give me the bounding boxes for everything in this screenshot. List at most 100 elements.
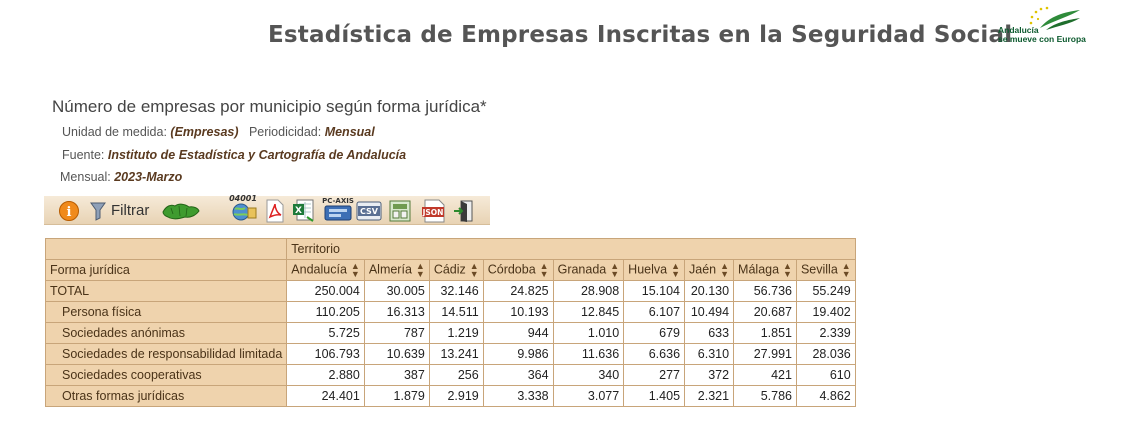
table-row: Sociedades anónimas 5.725 787 1.219 944 1.010…	[44, 322, 856, 344]
table-cell: 340	[552, 364, 625, 386]
table-cell: 9.986	[482, 343, 554, 365]
table-cell: 2.919	[428, 385, 484, 407]
logo-text-line2: se mueve con Europa	[998, 34, 1086, 44]
table-cell: 56.736	[733, 280, 797, 302]
table-cell: 14.511	[428, 301, 484, 323]
corner-cell	[44, 238, 288, 260]
sort-icon[interactable]: ▲ ▼	[415, 261, 425, 279]
column-header[interactable]: Sevilla ▲ ▼	[795, 259, 856, 281]
filter-label: Filtrar	[111, 202, 150, 219]
table-cell: 1.851	[733, 322, 797, 344]
sort-icon[interactable]: ▲ ▼	[783, 261, 792, 279]
source-label: Fuente:	[62, 148, 105, 162]
sort-icon[interactable]: ▲ ▼	[720, 261, 730, 279]
row-label: TOTAL	[44, 280, 288, 302]
table-cell: 277	[623, 364, 686, 386]
filter-icon	[90, 202, 106, 221]
column-header[interactable]: Málaga ▲ ▼	[733, 259, 797, 281]
table-cell: 5.786	[733, 385, 797, 407]
sort-icon[interactable]: ▲ ▼	[539, 261, 549, 279]
pdf-icon[interactable]	[264, 199, 286, 222]
toolbar: i Filtrar 04001 X PC-AXIS CSV JSON	[44, 194, 490, 225]
table-cell: 610	[795, 364, 856, 386]
table-cell: 24.401	[286, 385, 365, 407]
sort-icon[interactable]: ▲ ▼	[841, 261, 851, 279]
table-cell: 11.636	[552, 343, 625, 365]
table-cell: 10.639	[363, 343, 430, 365]
table-cell: 421	[733, 364, 797, 386]
table-cell: 30.005	[363, 280, 430, 302]
table-row: Otras formas jurídicas 24.401 1.879 2.919 3.…	[44, 385, 856, 407]
column-header[interactable]: Cádiz ▲ ▼	[428, 259, 484, 281]
table-row: Sociedades de responsabilidad limitada 10…	[44, 343, 856, 365]
table-cell: 110.205	[286, 301, 365, 323]
export-icon[interactable]	[388, 199, 412, 222]
andalucia-europa-logo: Andalucía se mueve con Europa	[996, 6, 1086, 48]
sort-icon[interactable]: ▲ ▼	[610, 261, 620, 279]
sort-icon[interactable]: ▲ ▼	[671, 261, 681, 279]
table-cell: 1.010	[552, 322, 625, 344]
filter-button[interactable]: Filtrar	[89, 199, 149, 222]
table-cell: 24.825	[482, 280, 554, 302]
table-cell: 3.077	[552, 385, 625, 407]
label-04001: 04001	[229, 194, 257, 203]
column-header-label: Huelva	[628, 262, 668, 277]
excel-icon[interactable]: X	[292, 199, 316, 222]
query-title: Número de empresas por municipio según f…	[52, 97, 487, 116]
row-label: Sociedades anónimas	[44, 322, 288, 344]
column-header[interactable]: Huelva ▲ ▼	[623, 259, 686, 281]
table-cell: 6.636	[623, 343, 686, 365]
column-header-label: Córdoba	[487, 262, 536, 277]
page-title: Estadística de Empresas Inscritas en la …	[268, 22, 1013, 48]
table-cell: 387	[363, 364, 430, 386]
period-label: Mensual:	[60, 170, 111, 184]
column-header-label: Andalucía	[291, 262, 347, 277]
sort-icon[interactable]: ▲ ▼	[350, 261, 360, 279]
svg-text:i: i	[67, 205, 72, 220]
table-cell: 3.338	[482, 385, 554, 407]
table-cell: 1.879	[363, 385, 430, 407]
row-label: Otras formas jurídicas	[44, 385, 288, 407]
sort-icon[interactable]: ▲ ▼	[469, 261, 479, 279]
table-cell: 633	[684, 322, 735, 344]
unit-value: (Empresas)	[170, 125, 239, 139]
table-cell: 1.405	[623, 385, 686, 407]
label-csv: CSV	[360, 207, 379, 216]
europe-stars-icon	[1029, 6, 1080, 30]
table-cell: 32.146	[428, 280, 484, 302]
table-cell: 12.845	[552, 301, 625, 323]
table-row: TOTAL 250.004 30.005 32.146 24.825 28.908 15.1…	[44, 280, 856, 302]
table-cell: 15.104	[623, 280, 686, 302]
column-header[interactable]: Andalucía ▲ ▼	[286, 259, 365, 281]
table-cell: 372	[684, 364, 735, 386]
pc-axis-icon[interactable]: PC-AXIS	[321, 197, 355, 220]
data-table: Territorio Forma jurídica Andalucía ▲ ▼ Alm…	[44, 238, 856, 407]
table-row: Sociedades cooperativas 2.880 387 256 364 340…	[44, 364, 856, 386]
csv-icon[interactable]: CSV	[355, 199, 383, 222]
json-icon[interactable]: JSON	[420, 199, 448, 222]
label-pc-axis: PC-AXIS	[322, 197, 354, 205]
unit-label: Unidad de medida:	[62, 125, 167, 139]
column-header[interactable]: Almería ▲ ▼	[363, 259, 430, 281]
info-icon[interactable]: i	[58, 199, 80, 222]
table-cell: 6.310	[684, 343, 735, 365]
table-cell: 679	[623, 322, 686, 344]
periodicity-label: Periodicidad:	[248, 125, 322, 139]
table-row: Persona física 110.205 16.313 14.511 10.193 1…	[44, 301, 856, 323]
exit-icon[interactable]	[453, 199, 475, 222]
table-cell: 20.687	[733, 301, 797, 323]
column-header[interactable]: Córdoba ▲ ▼	[482, 259, 554, 281]
column-header[interactable]: Granada ▲ ▼	[552, 259, 625, 281]
periodicity-value: Mensual	[324, 125, 375, 139]
table-cell: 28.036	[795, 343, 856, 365]
globe-04001-icon[interactable]: 04001	[226, 194, 260, 221]
territory-header-row: Territorio	[44, 238, 856, 260]
table-cell: 20.130	[684, 280, 735, 302]
column-header[interactable]: Jaén ▲ ▼	[684, 259, 735, 281]
table-cell: 106.793	[286, 343, 365, 365]
column-header-label: Jaén	[689, 262, 717, 277]
row-label: Sociedades de responsabilidad limitada	[44, 343, 288, 365]
map-andalucia-icon[interactable]	[161, 199, 201, 222]
svg-text:X: X	[295, 206, 302, 216]
table-cell: 10.193	[482, 301, 554, 323]
